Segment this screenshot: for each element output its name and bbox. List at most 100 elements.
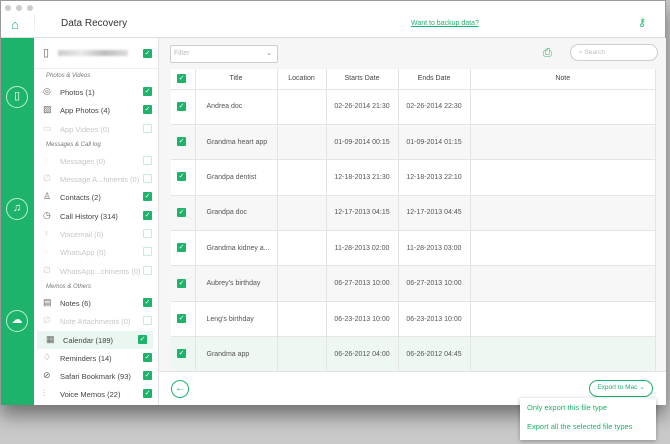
search-placeholder: Search xyxy=(584,49,606,56)
category-checkbox[interactable]: ✓ xyxy=(143,352,152,362)
phone-icon: ▯ xyxy=(43,47,50,59)
row-check-cell: ✓ xyxy=(171,230,196,267)
table-row[interactable]: ✓ Grandpa doc 12-17-2013 04:15 12-17-2013 0… xyxy=(171,195,656,232)
window-minimize-button[interactable] xyxy=(16,5,22,11)
device-checkbox[interactable]: ✓ xyxy=(143,49,152,58)
row-checkbox[interactable]: ✓ xyxy=(177,207,186,217)
category-item[interactable]: ♙ Contacts (2) ✓ xyxy=(34,188,158,206)
export-to-mac-button[interactable]: Export to Mac ⌄ xyxy=(589,380,653,397)
cell-location xyxy=(277,301,327,338)
print-icon[interactable]: ⎙ xyxy=(543,47,552,59)
category-checkbox[interactable]: ✓ xyxy=(143,371,152,381)
category-item[interactable]: ◌ Messages (0) xyxy=(34,152,158,170)
home-icon[interactable]: ⌂ xyxy=(11,17,19,32)
row-checkbox[interactable]: ✓ xyxy=(177,349,186,359)
table-row[interactable]: ✓ Grandma heart app 01-09-2014 00:15 01-09-… xyxy=(171,124,656,161)
category-item[interactable]: ∅ WhatsApp...chments (0) xyxy=(34,262,158,280)
category-checkbox[interactable] xyxy=(143,316,152,326)
window-close-button[interactable] xyxy=(5,5,11,11)
category-checkbox[interactable]: ✓ xyxy=(143,389,152,399)
table-row[interactable]: ✓ Grandma kidney a... 11-28-2013 02:00 11-2… xyxy=(171,230,656,267)
cell-start: 06-23-2013 10:00 xyxy=(326,301,399,338)
row-check-cell: ✓ xyxy=(171,159,196,196)
category-checkbox[interactable] xyxy=(143,174,152,184)
category-checkbox[interactable]: ✓ xyxy=(143,192,152,202)
device-row[interactable]: ▯ ✓ xyxy=(34,38,158,69)
category-checkbox[interactable]: ✓ xyxy=(143,210,152,220)
table-row[interactable]: ✓ Grandma app 06-26-2012 04:00 06-26-2012 0… xyxy=(171,336,656,373)
back-arrow-icon[interactable]: ← xyxy=(171,380,189,398)
category-label: App Videos (0) xyxy=(60,124,110,134)
cell-location xyxy=(277,89,327,125)
cell-start: 11-28-2013 02:00 xyxy=(326,230,399,267)
window-zoom-button[interactable] xyxy=(27,5,33,11)
category-item[interactable]: ◷ Call History (314) ✓ xyxy=(34,207,158,225)
column-location[interactable]: Location xyxy=(277,69,327,90)
device-recovery-icon[interactable]: ▯ xyxy=(6,86,28,108)
cell-note xyxy=(470,89,656,125)
category-checkbox[interactable] xyxy=(143,247,152,257)
cell-end: 06-23-2013 10:00 xyxy=(398,301,471,338)
row-check-cell: ✓ xyxy=(171,89,196,125)
menu-item-export-this-type[interactable]: Only export this file type xyxy=(527,403,608,412)
main-panel: Filter ⌄ ⎙ ⌕ Search ✓ Title Location Star… xyxy=(159,38,666,405)
category-checkbox[interactable] xyxy=(143,123,152,133)
row-checkbox[interactable]: ✓ xyxy=(177,172,186,182)
message-icon: ◌ xyxy=(43,154,49,165)
cell-start: 02-26-2014 21:30 xyxy=(326,89,399,125)
category-item[interactable]: ⫶ Voice Memos (22) ✓ xyxy=(34,385,158,403)
filter-dropdown[interactable]: Filter ⌄ xyxy=(170,45,278,63)
select-all-checkbox[interactable]: ✓ xyxy=(177,73,186,83)
table-row[interactable]: ✓ Aubrey's birthday 06-27-2013 10:00 06-27-… xyxy=(171,265,656,302)
search-input[interactable]: ⌕ Search xyxy=(570,44,658,61)
column-title[interactable]: Title xyxy=(195,69,278,90)
paperclip-icon: ∅ xyxy=(43,173,51,184)
itunes-recovery-icon[interactable]: ♫ xyxy=(6,198,28,220)
category-checkbox[interactable]: ✓ xyxy=(143,297,152,307)
row-checkbox[interactable]: ✓ xyxy=(177,101,186,111)
icloud-recovery-icon[interactable]: ☁ xyxy=(6,310,28,332)
category-item[interactable]: ∅ Message A...hments (0) xyxy=(34,170,158,188)
category-item[interactable]: ▭ App Videos (0) xyxy=(34,120,158,138)
footer-bar: ← Export to Mac ⌄ xyxy=(159,371,666,405)
compass-icon: ⊘ xyxy=(43,370,51,381)
table-row[interactable]: ✓ Grandpa dentist 12-18-2013 21:30 12-18-20… xyxy=(171,159,656,196)
category-item[interactable]: ▤ Notes (6) ✓ xyxy=(34,294,158,312)
category-label: WhatsApp...chments (0) xyxy=(60,266,141,276)
mode-rail: ▯ ♫ ☁ xyxy=(1,38,34,405)
app-title: Data Recovery xyxy=(61,18,128,29)
category-item[interactable]: ▨ App Photos (4) ✓ xyxy=(34,101,158,119)
row-check-cell: ✓ xyxy=(171,301,196,338)
category-checkbox[interactable] xyxy=(143,265,152,275)
category-item[interactable]: ∅ Note Attachments (0) xyxy=(34,312,158,330)
cell-title: Grandma kidney a... xyxy=(195,230,278,267)
category-label: Notes (6) xyxy=(60,298,91,308)
row-check-cell: ✓ xyxy=(171,124,196,161)
row-checkbox[interactable]: ✓ xyxy=(177,314,186,324)
backup-link[interactable]: Want to backup data? xyxy=(411,20,479,27)
category-item[interactable]: ♀ Voicemail (0) xyxy=(34,225,158,243)
column-note[interactable]: Note xyxy=(470,69,656,90)
table-row[interactable]: ✓ Andrea doc 02-26-2014 21:30 02-26-2014 22… xyxy=(171,89,656,125)
category-item[interactable]: ♢ Reminders (14) ✓ xyxy=(34,349,158,367)
category-item[interactable]: ▦ Calendar (189) ✓ xyxy=(37,330,153,349)
key-icon[interactable]: ⚷ xyxy=(638,17,647,29)
category-item[interactable]: ◌ WhatsApp (0) xyxy=(34,243,158,261)
column-ends-date[interactable]: Ends Date xyxy=(398,69,471,90)
table-row[interactable]: ✓ Leng's birthday 06-23-2013 10:00 06-23-20… xyxy=(171,301,656,338)
category-checkbox[interactable] xyxy=(143,155,152,165)
row-checkbox[interactable]: ✓ xyxy=(177,278,186,288)
row-checkbox[interactable]: ✓ xyxy=(177,137,186,147)
category-checkbox[interactable]: ✓ xyxy=(143,105,152,115)
cell-note xyxy=(470,301,656,338)
column-starts-date[interactable]: Starts Date xyxy=(326,69,399,90)
category-item[interactable]: ⊘ Safari Bookmark (93) ✓ xyxy=(34,367,158,385)
category-checkbox[interactable]: ✓ xyxy=(143,87,152,96)
category-checkbox[interactable]: ✓ xyxy=(138,334,147,344)
row-checkbox[interactable]: ✓ xyxy=(177,243,186,253)
menu-item-export-all-types[interactable]: Export all the selected file types xyxy=(527,422,633,431)
cell-start: 12-17-2013 04:15 xyxy=(326,195,399,232)
category-item[interactable]: ◎ Photos (1) ✓ xyxy=(34,83,158,101)
cell-title: Andrea doc xyxy=(195,89,278,125)
category-checkbox[interactable] xyxy=(143,229,152,239)
